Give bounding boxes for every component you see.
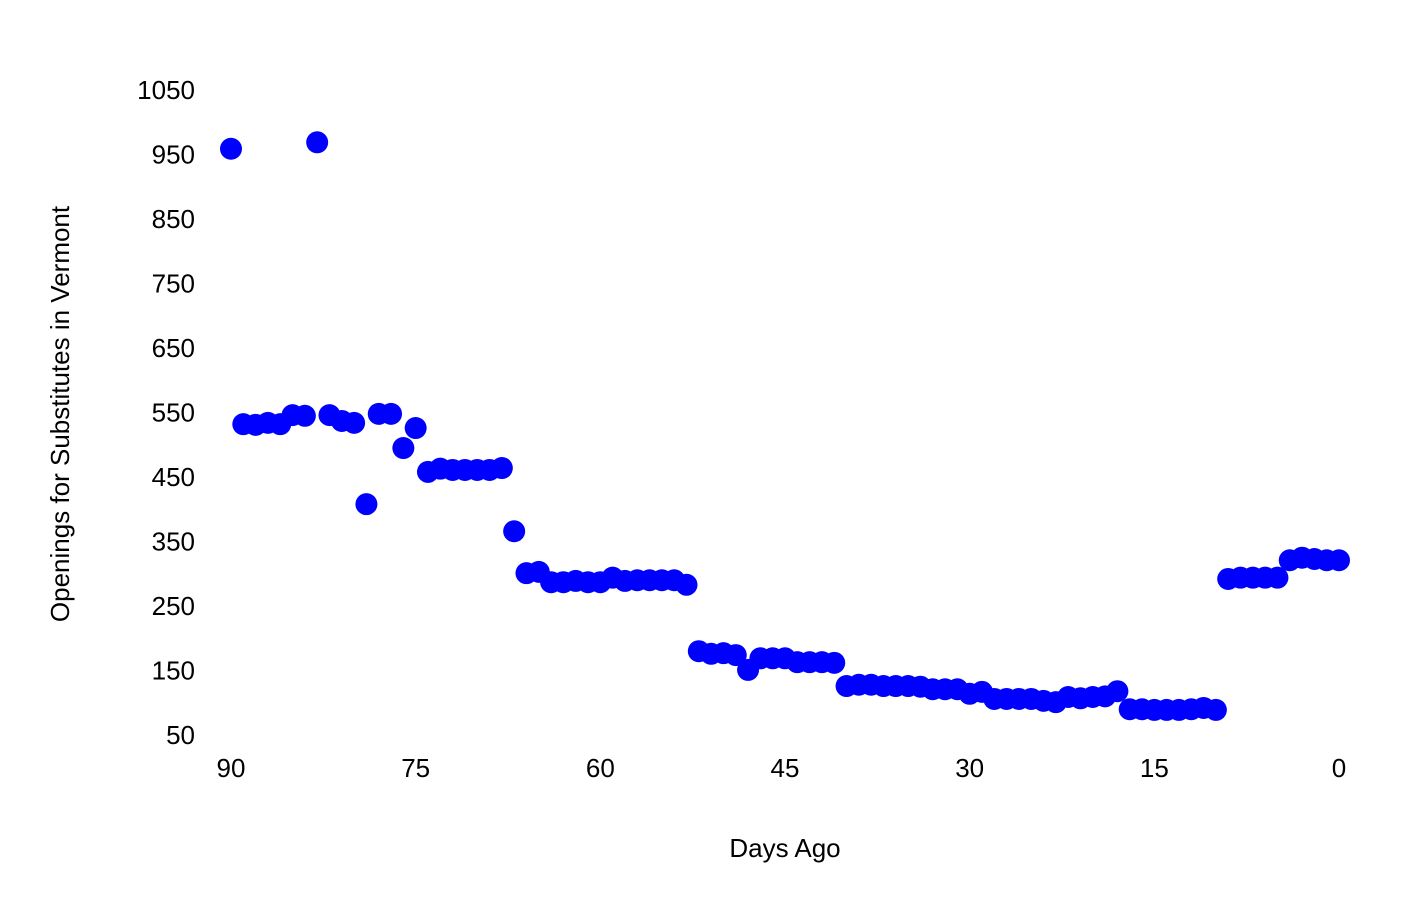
- point: [343, 411, 366, 434]
- point: [1266, 566, 1289, 589]
- point: [1204, 698, 1227, 721]
- x-tick-label: 45: [771, 753, 800, 783]
- point: [380, 402, 403, 425]
- x-tick-label: 0: [1332, 753, 1346, 783]
- point: [392, 437, 415, 460]
- y-tick-label: 550: [152, 397, 195, 427]
- y-tick-label: 50: [166, 720, 195, 750]
- point: [1106, 680, 1129, 703]
- point: [293, 404, 316, 427]
- y-tick-label: 950: [152, 139, 195, 169]
- point: [1328, 549, 1350, 572]
- point: [404, 417, 427, 440]
- point: [355, 493, 378, 516]
- x-tick-label: 30: [955, 753, 984, 783]
- x-tick-label: 90: [217, 753, 246, 783]
- point: [823, 651, 846, 674]
- x-tick-label: 75: [401, 753, 430, 783]
- y-tick-label: 750: [152, 268, 195, 298]
- x-tick-label: 60: [586, 753, 615, 783]
- point: [220, 137, 242, 160]
- point: [724, 644, 747, 667]
- point: [306, 131, 329, 154]
- y-tick-label: 850: [152, 204, 195, 234]
- y-tick-label: 1050: [137, 75, 195, 105]
- y-tick-label: 350: [152, 526, 195, 556]
- y-tick-label: 150: [152, 655, 195, 685]
- y-axis-label: Openings for Substitutes in Vermont: [45, 205, 75, 622]
- y-tick-label: 250: [152, 591, 195, 621]
- x-axis-label: Days Ago: [729, 833, 840, 863]
- point: [675, 573, 698, 596]
- y-tick-label: 650: [152, 333, 195, 363]
- point: [503, 520, 526, 543]
- x-tick-label: 15: [1140, 753, 1169, 783]
- point: [490, 457, 513, 480]
- y-tick-label: 450: [152, 462, 195, 492]
